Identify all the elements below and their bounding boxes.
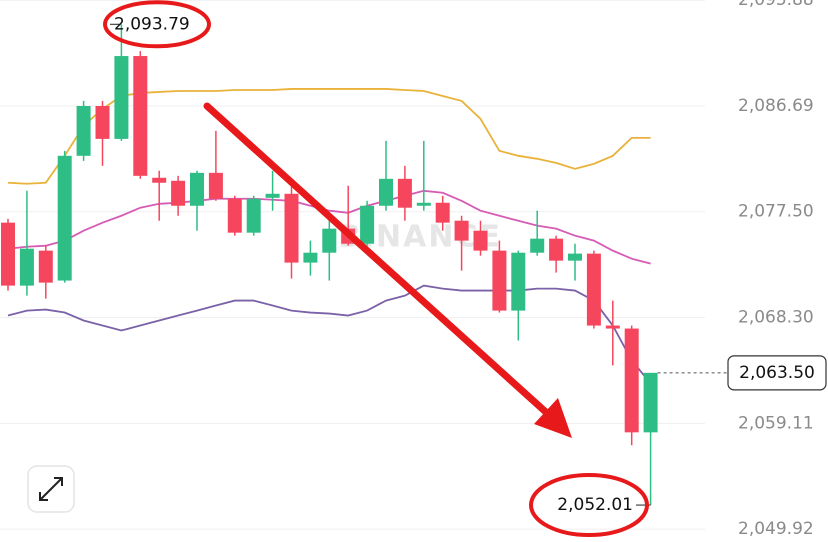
expand-button[interactable] [27,465,75,513]
y-tick-label: 2,077.50 [738,202,814,222]
price-box [727,355,827,391]
y-tick-label: 2,068.30 [738,308,814,328]
expand-icon [39,477,63,501]
y-tick-label: 2,049.92 [738,519,814,539]
candle-body [454,220,469,241]
band-line [7,189,651,265]
candles [1,24,658,506]
candle-body [511,252,526,311]
candle-body [38,250,53,283]
highlight-circle [529,473,649,538]
candle-body [568,253,582,261]
low-label: 2,052.01 [557,495,633,515]
candle-body [114,56,129,139]
candle-body [284,193,299,263]
candle-body [360,205,375,244]
arrow-shaft [203,102,552,418]
grid: 2,095.88 2,086.69 2,077.50 2,068.30 2,059.11… [0,0,814,539]
candle-body [76,105,91,156]
candle-body [586,253,601,326]
candle-body [473,230,488,251]
y-tick-label: 2,086.69 [738,96,814,116]
candle-body [95,105,110,139]
y-tick-label: 2,059.11 [738,413,814,433]
candle-body [379,178,393,206]
trend-arrow [203,102,572,438]
candle-body [416,202,431,206]
y-tick-label: 2,095.88 [738,0,814,10]
candle-body [133,56,148,176]
candle-body [624,328,639,433]
candle-body [227,198,242,233]
candle-body [492,250,507,311]
highlight-circle [103,0,211,49]
candle-body [435,202,450,223]
candle-body [549,238,564,261]
candle-body [605,325,620,329]
candle-body [57,155,72,281]
candle-body [19,248,34,286]
price-label: 2,063.50 [739,363,815,383]
candle-body [397,178,412,208]
candle-body [171,180,186,206]
arrow-head [534,398,572,438]
band-line [7,284,652,384]
candle-body [208,172,223,199]
candle-body [190,172,204,206]
candle-body [303,252,318,263]
candle-body [246,198,261,233]
candle-body [1,222,15,286]
candle-body [530,238,545,253]
high-label: 2,093.79 [114,14,190,34]
candle-body [643,372,658,433]
overlay: 2,093.79 2,052.01 2,063.50 [103,0,827,538]
candle-body [152,177,167,183]
candle-body [265,193,280,198]
candle-body [322,228,337,253]
